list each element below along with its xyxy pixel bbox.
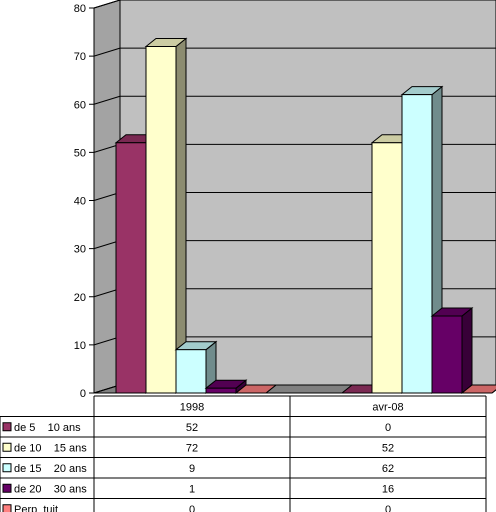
bar bbox=[460, 384, 496, 394]
legend-label: de 20 30 ans bbox=[14, 483, 87, 495]
legend-swatch bbox=[2, 442, 12, 452]
bar-front bbox=[431, 315, 463, 394]
table-value: 62 bbox=[382, 463, 394, 475]
table-value: 1 bbox=[189, 483, 195, 495]
y-tick-label: 70 bbox=[74, 51, 86, 63]
bar-top bbox=[460, 384, 496, 394]
bar bbox=[144, 37, 188, 395]
legend-swatch bbox=[2, 422, 12, 432]
bar-front bbox=[371, 142, 403, 394]
bar-front bbox=[401, 94, 433, 394]
gridline-side bbox=[93, 47, 121, 57]
y-tick-label: 80 bbox=[74, 3, 86, 15]
table-value: 16 bbox=[382, 483, 394, 495]
y-tick-label: 40 bbox=[74, 196, 86, 208]
table-value: 52 bbox=[382, 442, 394, 454]
bar bbox=[234, 384, 278, 394]
bar-front bbox=[205, 387, 237, 394]
y-tick-label: 30 bbox=[74, 244, 86, 256]
legend-swatch bbox=[2, 504, 12, 512]
bar-side bbox=[461, 306, 473, 395]
bar-front bbox=[175, 349, 207, 394]
legend-label: de 5 10 ans bbox=[14, 422, 81, 434]
y-tick-label: 50 bbox=[74, 147, 86, 159]
data-table: 1998 avr-08 de 5 10 ans 52 0 de 10 15 ans 72 52… bbox=[0, 395, 487, 512]
table-category-label: avr-08 bbox=[372, 402, 403, 414]
y-tick-label: 0 bbox=[80, 388, 86, 400]
table-value: 0 bbox=[385, 504, 391, 512]
table-value: 0 bbox=[385, 422, 391, 434]
bar-front bbox=[145, 46, 177, 394]
bar-top bbox=[234, 384, 278, 394]
bar bbox=[204, 379, 248, 395]
table-value: 52 bbox=[186, 422, 198, 434]
bar bbox=[430, 306, 474, 395]
y-tick-label: 60 bbox=[74, 99, 86, 111]
legend-label: de 10 15 ans bbox=[14, 442, 87, 454]
bar bbox=[400, 85, 444, 395]
table-value: 9 bbox=[189, 463, 195, 475]
legend-label: Perp tuit bbox=[14, 504, 58, 512]
legend-swatch bbox=[2, 483, 12, 493]
y-tick-label: 20 bbox=[74, 292, 86, 304]
legend-swatch bbox=[2, 463, 12, 473]
table-value: 0 bbox=[189, 504, 195, 512]
plot-area bbox=[93, 0, 496, 395]
bar-front bbox=[115, 142, 147, 394]
y-axis: 0 10 20 30 40 50 60 70 80 bbox=[74, 3, 95, 400]
bar-side bbox=[175, 37, 187, 395]
bar bbox=[174, 340, 218, 395]
y-tick-label: 10 bbox=[74, 340, 86, 352]
table-value: 72 bbox=[186, 442, 198, 454]
gridline-side bbox=[93, 0, 121, 9]
gridline-side bbox=[93, 95, 121, 105]
legend-label: de 15 20 ans bbox=[14, 463, 87, 475]
table-category-label: 1998 bbox=[180, 402, 204, 414]
